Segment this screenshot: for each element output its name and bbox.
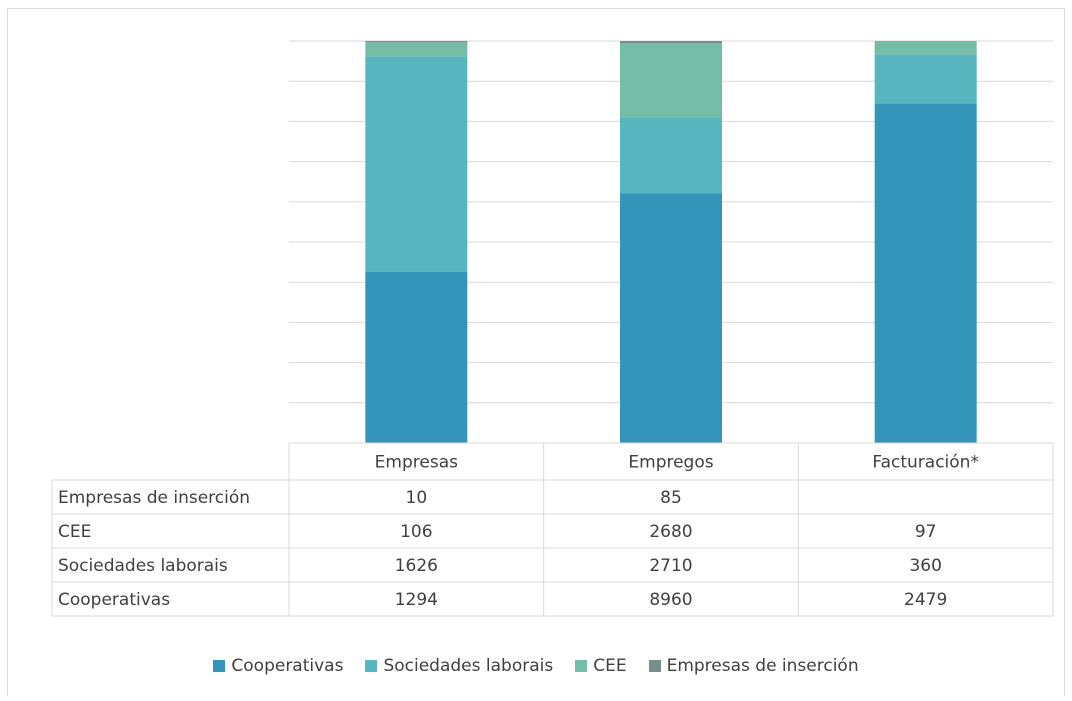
legend-swatch: [648, 660, 661, 672]
bar-cooperativas-0: [365, 271, 468, 443]
legend-label: CEE: [593, 656, 627, 676]
table-row-label: Cooperativas: [58, 590, 170, 610]
legend-item: Cooperativas: [213, 656, 343, 676]
legend-label: Sociedades laborais: [383, 656, 554, 676]
data-label: 1294: [395, 590, 438, 610]
data-label: 2710: [649, 556, 692, 576]
category-label: Facturación*: [872, 453, 979, 473]
data-label: 360: [909, 556, 941, 576]
chart-legend: Cooperativas Sociedades laborais CEE Empres…: [0, 656, 1072, 676]
table-row-label: CEE: [58, 522, 91, 542]
legend-label: Empresas de inserción: [666, 656, 859, 676]
table-row-label: Empresas de inserción: [58, 488, 250, 508]
legend-swatch: [575, 660, 588, 672]
data-label: 2680: [649, 522, 692, 542]
bar-cee-0: [365, 42, 468, 57]
legend-item: Sociedades laborais: [365, 656, 553, 676]
legend-label: Cooperativas: [231, 656, 344, 676]
legend-item: CEE: [575, 656, 627, 676]
data-label: 2479: [904, 590, 947, 610]
bar-sociedades-laborais-1: [620, 118, 722, 194]
data-label: 1626: [395, 556, 438, 576]
bar-cooperativas-1: [620, 193, 722, 443]
data-label: 8960: [649, 590, 692, 610]
chart-frame: [7, 8, 1065, 696]
category-label: Empresas: [375, 453, 458, 473]
category-label: Empregos: [628, 453, 713, 473]
legend-item: Empresas de inserción: [648, 656, 859, 676]
bar-empresas-de-inserci-n-0: [365, 41, 468, 43]
bar-empresas-de-inserci-n-1: [620, 41, 722, 44]
table-row-label: Sociedades laborais: [58, 556, 228, 576]
bar-sociedades-laborais-0: [365, 56, 468, 272]
legend-swatch: [213, 660, 226, 672]
bar-cooperativas-2: [874, 103, 977, 444]
data-label: 97: [915, 522, 937, 542]
stacked-bar-chart: Empresas Empregos Facturación* Empresas de …: [51, 40, 1054, 617]
data-label: 10: [406, 488, 428, 508]
bar-cee-1: [620, 43, 722, 119]
data-label: 85: [660, 488, 682, 508]
data-label: 106: [400, 522, 432, 542]
bar-cee-2: [874, 41, 977, 55]
bar-sociedades-laborais-2: [874, 54, 977, 104]
legend-swatch: [365, 660, 378, 672]
